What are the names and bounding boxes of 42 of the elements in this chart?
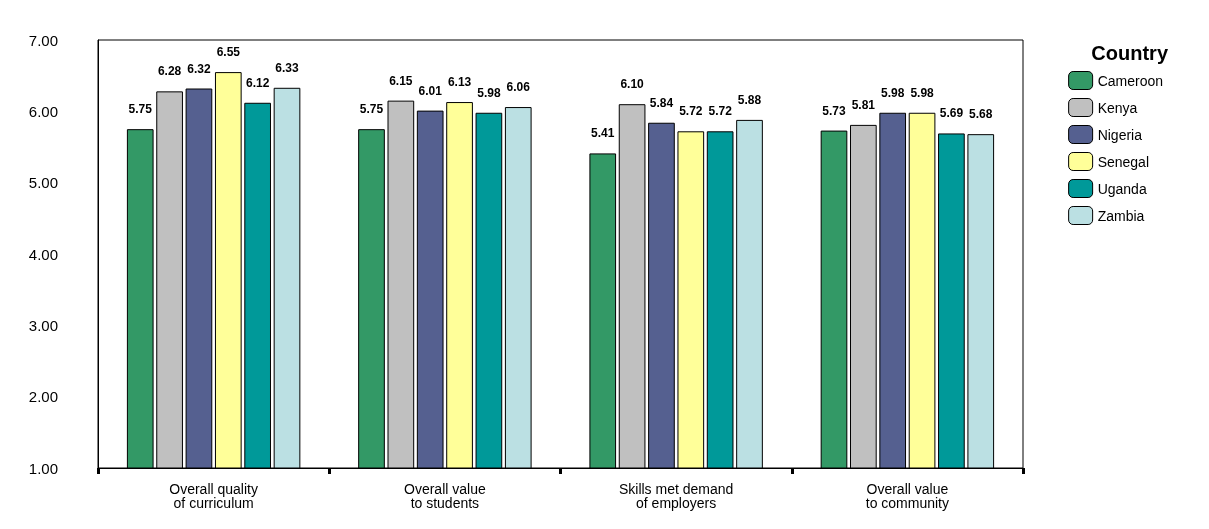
legend-label: Nigeria — [1097, 126, 1143, 143]
data-label: 5.75 — [359, 102, 384, 117]
data-label: 5.84 — [649, 95, 674, 110]
data-label: 6.32 — [187, 61, 211, 76]
legend-label: Kenya — [1097, 99, 1138, 116]
x-tick-label: Skills met demand of employers — [618, 481, 734, 511]
data-label: 5.68 — [969, 107, 993, 122]
y-tick-label: 2.00 — [28, 388, 58, 406]
legend-title: Country — [1091, 42, 1169, 64]
y-tick-label: 4.00 — [28, 245, 58, 263]
y-tick-label: 5.00 — [28, 174, 58, 192]
y-tick-label: 1.00 — [28, 459, 58, 477]
data-label: 6.13 — [447, 75, 472, 90]
legend-label: Zambia — [1097, 207, 1145, 224]
data-label: 6.06 — [506, 80, 531, 95]
data-label: 6.15 — [389, 73, 413, 88]
data-label: 6.28 — [157, 64, 182, 79]
data-label: 5.72 — [708, 104, 733, 119]
legend-label: Cameroon — [1097, 72, 1164, 89]
data-label: 6.12 — [245, 75, 270, 90]
data-label: 5.98 — [881, 85, 905, 100]
x-tick-label: Overall quality of curriculum — [169, 481, 258, 511]
legend-label: Senegal — [1097, 153, 1150, 170]
legend-label: Uganda — [1097, 180, 1147, 197]
data-label: 5.41 — [591, 126, 615, 141]
data-label: 5.72 — [679, 104, 703, 119]
data-label: 5.98 — [477, 85, 501, 100]
y-tick-label: 6.00 — [28, 102, 58, 120]
data-label: 5.98 — [910, 85, 935, 100]
x-tick-label: Overall value to students — [404, 481, 486, 511]
data-label: 6.10 — [620, 77, 645, 92]
data-label: 6.33 — [275, 60, 299, 75]
data-label: 6.01 — [418, 83, 443, 98]
y-tick-label: 3.00 — [28, 316, 58, 334]
data-label: 5.69 — [939, 106, 964, 121]
data-label: 5.81 — [851, 97, 876, 112]
x-tick-label: Overall value to community — [865, 481, 949, 511]
data-label: 5.73 — [822, 103, 846, 118]
y-tick-label: 7.00 — [28, 31, 58, 49]
data-label: 5.88 — [737, 92, 762, 107]
data-label: 6.55 — [216, 45, 241, 60]
data-label: 5.75 — [128, 102, 153, 117]
